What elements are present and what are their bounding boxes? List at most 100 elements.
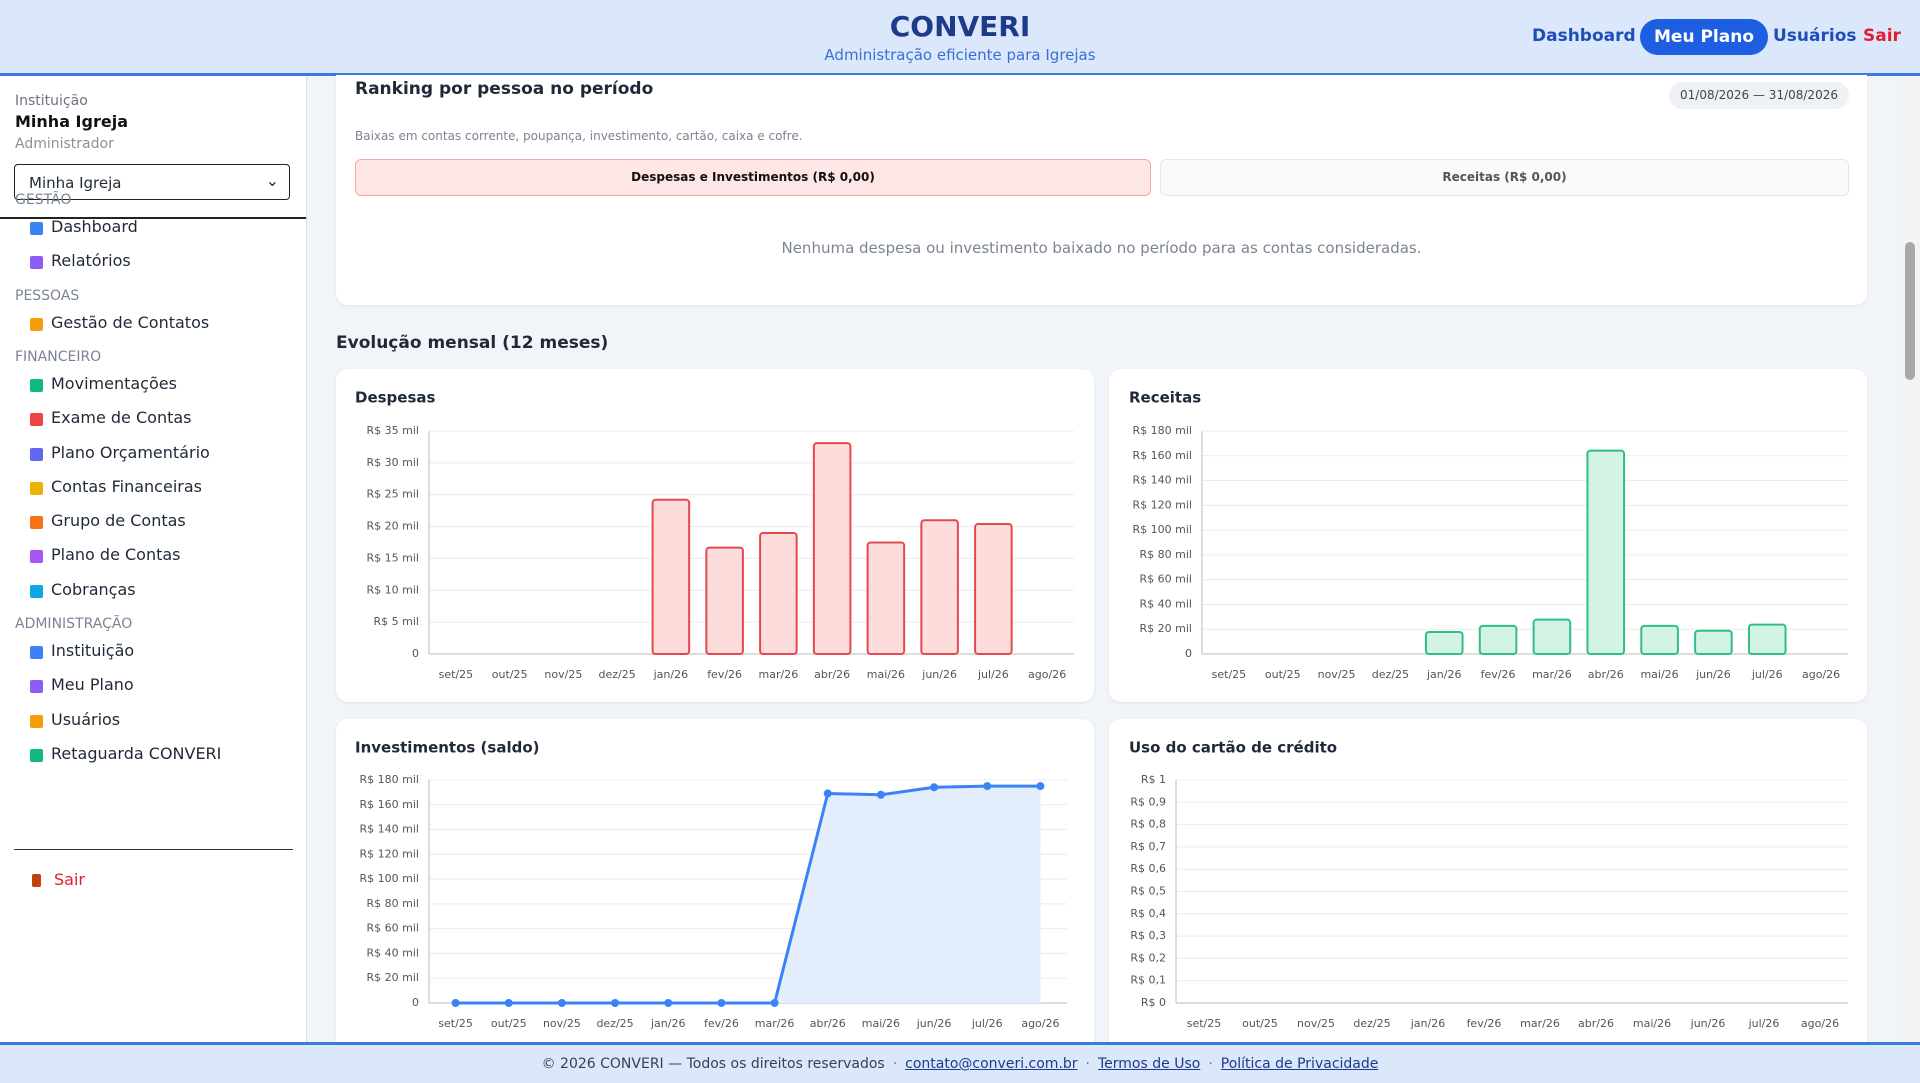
empty-message: Nenhuma despesa ou investimento baixado …: [781, 239, 1422, 257]
x-tick-label: jun/26: [916, 1017, 952, 1030]
menu-item[interactable]: Plano Orçamentário: [51, 442, 210, 462]
x-tick-label: mai/26: [1640, 668, 1678, 681]
bar: [920, 519, 959, 656]
y-tick-label: R$ 120 mil: [360, 847, 419, 860]
menu-section: PESSOAS: [15, 287, 80, 304]
scrollbar[interactable]: [1900, 76, 1920, 1042]
y-tick-label: R$ 160 mil: [1133, 449, 1192, 462]
select-value: Minha Igreja: [29, 174, 122, 192]
x-tick-label: set/25: [1212, 668, 1247, 681]
menu-item[interactable]: Movimentações: [51, 373, 177, 393]
icon: [30, 481, 43, 495]
nav-logout[interactable]: Sair: [1863, 26, 1901, 46]
bar: [1747, 623, 1787, 655]
ranking-note: Baixas em contas corrente, poupança, inv…: [355, 129, 803, 143]
header: CONVERI Administração eficiente para Igr…: [0, 0, 1920, 76]
x-tick-label: ago/26: [1021, 1017, 1059, 1030]
y-tick-label: R$ 30 mil: [367, 456, 419, 469]
chart-title: Despesas: [355, 389, 436, 407]
y-tick-label: R$ 180 mil: [360, 773, 419, 786]
x-tick-label: jan/26: [650, 1017, 685, 1030]
x-tick-label: mar/26: [1520, 1017, 1560, 1030]
y-tick-label: R$ 20 mil: [367, 971, 419, 984]
y-tick-label: R$ 40 mil: [367, 946, 419, 959]
point: [1036, 782, 1045, 791]
logout[interactable]: Sair: [54, 870, 85, 889]
x-tick-label: fev/26: [707, 668, 742, 681]
y-tick-label: 0: [412, 996, 419, 1009]
terms-link[interactable]: Termos de Uso: [1098, 1056, 1201, 1072]
menu-item[interactable]: Contas Financeiras: [51, 476, 202, 496]
y-tick-label: R$ 60 mil: [367, 922, 419, 935]
menu-item[interactable]: Dashboard: [51, 217, 138, 236]
x-tick-label: mai/26: [1633, 1017, 1671, 1030]
x-tick-label: set/25: [439, 668, 474, 681]
bar: [1586, 449, 1626, 655]
menu-section: ADMINISTRAÇÃO: [15, 616, 133, 632]
icon: [30, 646, 43, 659]
scroll-thumb[interactable]: [1905, 242, 1915, 380]
chart-card: [1109, 719, 1867, 1043]
y-tick-label: R$ 1: [1141, 773, 1166, 786]
y-tick-label: R$ 20 mil: [1140, 622, 1192, 635]
menu-item[interactable]: Retaguarda CONVERI: [51, 743, 222, 763]
point: [876, 790, 885, 799]
separator: ·: [1208, 1056, 1213, 1072]
nav-link-active[interactable]: Meu Plano: [1640, 19, 1769, 55]
email-link[interactable]: contato@converi.com.br: [905, 1056, 1078, 1072]
bar: [812, 442, 852, 655]
y-tick-label: R$ 0,6: [1130, 862, 1166, 875]
tab-active[interactable]: Despesas e Investimentos (R$ 0,00): [355, 159, 1151, 196]
bar: [1424, 630, 1464, 655]
y-tick-label: R$ 35 mil: [367, 424, 419, 437]
point: [664, 999, 673, 1007]
y-tick-label: R$ 0,8: [1130, 818, 1166, 831]
bar: [1640, 624, 1679, 655]
icon: [30, 222, 43, 235]
y-tick-label: R$ 0,9: [1130, 795, 1166, 808]
x-tick-label: nov/25: [1297, 1017, 1335, 1030]
divider: [0, 217, 306, 219]
bar: [1532, 618, 1572, 656]
icon: [30, 317, 43, 331]
menu-item[interactable]: Cobranças: [51, 579, 136, 599]
y-tick-label: R$ 0: [1141, 996, 1166, 1009]
y-tick-label: R$ 120 mil: [1133, 498, 1192, 511]
menu-item[interactable]: Gestão de Contatos: [51, 312, 210, 332]
sidebar: Instituição Minha Igreja Administrador M…: [0, 76, 307, 1043]
icon: [30, 714, 43, 728]
x-tick-label: jan/26: [1426, 668, 1461, 681]
menu-item[interactable]: Grupo de Contas: [51, 511, 186, 531]
x-tick-label: ago/26: [1028, 668, 1066, 681]
point: [504, 999, 513, 1007]
x-tick-label: jan/26: [653, 668, 688, 681]
menu-item[interactable]: Relatórios: [51, 251, 131, 271]
y-tick-label: R$ 180 mil: [1133, 424, 1192, 437]
separator: ·: [1085, 1056, 1090, 1072]
nav-link[interactable]: Usuários: [1773, 26, 1857, 46]
menu-item[interactable]: Usuários: [51, 709, 121, 729]
y-tick-label: R$ 60 mil: [1140, 573, 1192, 586]
privacy-link[interactable]: Política de Privacidade: [1220, 1056, 1379, 1072]
x-tick-label: nov/25: [543, 1017, 581, 1030]
charts: Despesas 0 R$ 5 mil R$ 10 mil R$ 15 mil R$ 20…: [355, 389, 1848, 1030]
menu-section: FINANCEIRO: [15, 348, 102, 365]
x-tick-label: out/25: [1242, 1017, 1278, 1030]
nav-link[interactable]: Dashboard: [1532, 26, 1636, 46]
x-tick-label: ago/26: [1801, 1017, 1839, 1030]
x-tick-label: dez/25: [599, 668, 636, 681]
menu-item[interactable]: Plano de Contas: [51, 545, 181, 565]
point: [823, 789, 832, 798]
tab[interactable]: Receitas (R$ 0,00): [1160, 159, 1849, 196]
y-tick-label: R$ 15 mil: [367, 551, 419, 564]
menu-item[interactable]: Meu Plano: [51, 675, 134, 695]
y-tick-label: R$ 0,5: [1130, 885, 1166, 898]
x-tick-label: nov/25: [544, 668, 582, 681]
x-tick-label: jul/26: [1748, 1017, 1780, 1030]
point: [611, 999, 620, 1007]
institution-select[interactable]: Minha Igreja ⌄: [14, 164, 290, 200]
menu-item[interactable]: Instituição: [51, 641, 135, 660]
menu-item[interactable]: Exame de Contas: [51, 408, 192, 428]
y-tick-label: R$ 140 mil: [360, 823, 419, 836]
x-tick-label: jul/26: [971, 1017, 1003, 1030]
